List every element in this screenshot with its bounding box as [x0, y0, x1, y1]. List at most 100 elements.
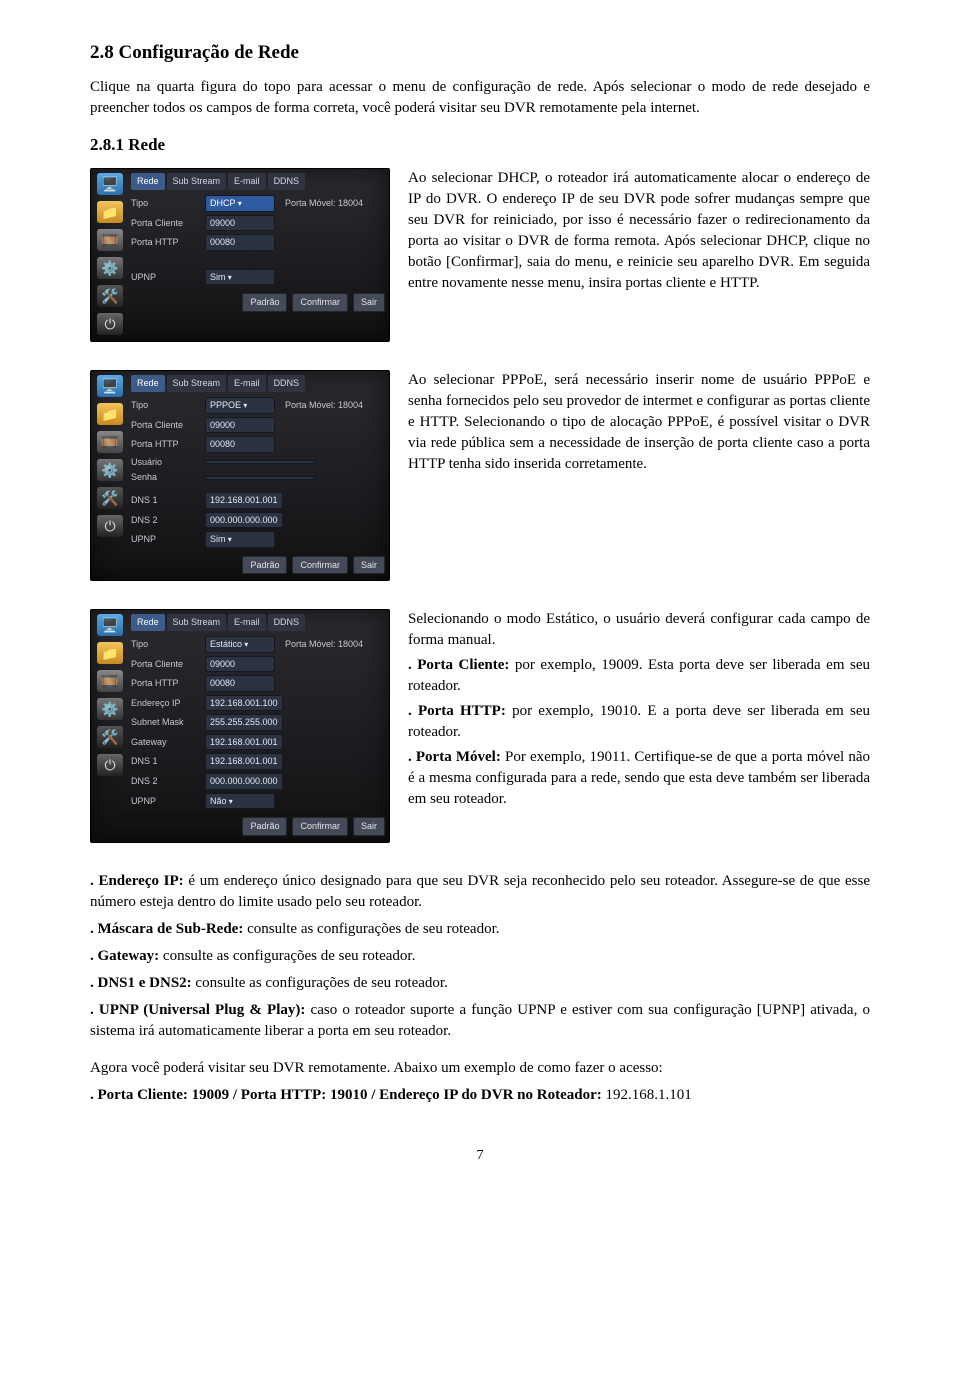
btn-padrao[interactable]: Padrão [242, 293, 287, 312]
input-porta-cliente[interactable]: 09000 [205, 417, 275, 434]
tab-substream[interactable]: Sub Stream [167, 375, 227, 392]
tab-substream[interactable]: Sub Stream [167, 614, 227, 631]
folder-icon: 📁 [97, 403, 123, 425]
screenshot-static: 🖥️ 📁 🎞️ ⚙️ 🛠️ ⏻ Rede Sub Stream E-mail D… [90, 609, 390, 843]
txt-mascara: consulte as configurações de seu roteado… [243, 921, 499, 937]
tools-icon: 🛠️ [97, 726, 123, 748]
gear-icon: ⚙️ [97, 257, 123, 279]
select-upnp[interactable]: Não [205, 793, 275, 810]
screenshot-pppoe: 🖥️ 📁 🎞️ ⚙️ 🛠️ ⏻ Rede Sub Stream E-mail D… [90, 370, 390, 581]
input-dns2[interactable]: 000.000.000.000 [205, 512, 283, 529]
monitor-icon: 🖥️ [97, 614, 123, 636]
subsection-title: 2.8.1 Rede [90, 133, 870, 157]
input-senha[interactable] [205, 476, 315, 480]
btn-padrao[interactable]: Padrão [242, 817, 287, 836]
monitor-icon: 🖥️ [97, 173, 123, 195]
gear-icon: ⚙️ [97, 698, 123, 720]
lbl-porta-cliente: . Porta Cliente: [408, 657, 509, 673]
access-intro: Agora você poderá visitar seu DVR remota… [90, 1058, 870, 1079]
label-porta-movel: Porta Móvel: 18004 [285, 638, 363, 651]
static-porta-movel: . Porta Móvel: Por exemplo, 19011. Certi… [408, 747, 870, 810]
input-porta-cliente[interactable]: 09000 [205, 656, 275, 673]
tools-icon: 🛠️ [97, 487, 123, 509]
para-upnp: . UPNP (Universal Plug & Play): caso o r… [90, 1000, 870, 1042]
tab-ddns[interactable]: DDNS [268, 173, 306, 190]
select-tipo[interactable]: Estático [205, 636, 275, 653]
lbl-gateway: . Gateway: [90, 948, 159, 964]
label-upnp: UPNP [131, 271, 199, 284]
static-porta-http: . Porta HTTP: por exemplo, 19010. E a po… [408, 701, 870, 743]
access-example-lbl: . Porta Cliente: 19009 / Porta HTTP: 190… [90, 1087, 602, 1103]
btn-padrao[interactable]: Padrão [242, 556, 287, 575]
btn-confirmar[interactable]: Confirmar [292, 817, 348, 836]
btn-confirmar[interactable]: Confirmar [292, 293, 348, 312]
power-icon: ⏻ [97, 313, 123, 335]
input-subnet[interactable]: 255.255.255.000 [205, 714, 283, 731]
reel-icon: 🎞️ [97, 229, 123, 251]
input-dns2[interactable]: 000.000.000.000 [205, 773, 283, 790]
label-porta-cliente: Porta Cliente [131, 658, 199, 671]
label-dns1: DNS 1 [131, 494, 199, 507]
label-senha: Senha [131, 471, 199, 484]
select-upnp[interactable]: Sim [205, 269, 275, 286]
gear-icon: ⚙️ [97, 459, 123, 481]
tab-email[interactable]: E-mail [228, 375, 266, 392]
btn-sair[interactable]: Sair [353, 556, 385, 575]
input-porta-cliente[interactable]: 09000 [205, 215, 275, 232]
tab-rede[interactable]: Rede [131, 614, 165, 631]
power-icon: ⏻ [97, 754, 123, 776]
sidebar-icons: 🖥️ 📁 🎞️ ⚙️ 🛠️ ⏻ [95, 614, 125, 836]
section-title: 2.8 Configuração de Rede [90, 40, 870, 67]
input-dns1[interactable]: 192.168.001.001 [205, 753, 283, 770]
label-upnp: UPNP [131, 795, 199, 808]
label-usuario: Usuário [131, 456, 199, 469]
block-static: 🖥️ 📁 🎞️ ⚙️ 🛠️ ⏻ Rede Sub Stream E-mail D… [90, 609, 870, 843]
select-tipo[interactable]: DHCP [205, 195, 275, 212]
tab-email[interactable]: E-mail [228, 614, 266, 631]
para-dns: . DNS1 e DNS2: consulte as configurações… [90, 973, 870, 994]
input-porta-http[interactable]: 00080 [205, 436, 275, 453]
label-porta-movel: Porta Móvel: 18004 [285, 197, 363, 210]
screenshot-dhcp: 🖥️ 📁 🎞️ ⚙️ 🛠️ ⏻ Rede Sub Stream E-mail D… [90, 168, 390, 342]
tab-ddns[interactable]: DDNS [268, 375, 306, 392]
tab-ddns[interactable]: DDNS [268, 614, 306, 631]
lbl-dns: . DNS1 e DNS2: [90, 975, 192, 991]
btn-sair[interactable]: Sair [353, 817, 385, 836]
btn-confirmar[interactable]: Confirmar [292, 556, 348, 575]
tab-email[interactable]: E-mail [228, 173, 266, 190]
input-dns1[interactable]: 192.168.001.001 [205, 492, 283, 509]
label-tipo: Tipo [131, 638, 199, 651]
tab-rede[interactable]: Rede [131, 375, 165, 392]
lbl-mascara: . Máscara de Sub-Rede: [90, 921, 243, 937]
section-intro: Clique na quarta figura do topo para ace… [90, 77, 870, 119]
input-gateway[interactable]: 192.168.001.001 [205, 734, 283, 751]
input-usuario[interactable] [205, 460, 315, 464]
label-porta-http: Porta HTTP [131, 438, 199, 451]
btn-sair[interactable]: Sair [353, 293, 385, 312]
desc-pppoe: Ao selecionar PPPoE, será necessário ins… [408, 370, 870, 475]
lbl-endereco-ip: . Endereço IP: [90, 873, 184, 889]
folder-icon: 📁 [97, 642, 123, 664]
folder-icon: 📁 [97, 201, 123, 223]
input-porta-http[interactable]: 00080 [205, 675, 275, 692]
label-porta-http: Porta HTTP [131, 236, 199, 249]
static-intro: Selecionando o modo Estático, o usuário … [408, 609, 870, 651]
label-upnp: UPNP [131, 533, 199, 546]
para-endereco-ip: . Endereço IP: é um endereço único desig… [90, 871, 870, 913]
label-subnet: Subnet Mask [131, 716, 199, 729]
input-endereco-ip[interactable]: 192.168.001.100 [205, 695, 283, 712]
tab-substream[interactable]: Sub Stream [167, 173, 227, 190]
label-dns2: DNS 2 [131, 775, 199, 788]
access-example-val: 192.168.1.101 [602, 1087, 692, 1103]
input-porta-http[interactable]: 00080 [205, 234, 275, 251]
block-dhcp: 🖥️ 📁 🎞️ ⚙️ 🛠️ ⏻ Rede Sub Stream E-mail D… [90, 168, 870, 342]
reel-icon: 🎞️ [97, 431, 123, 453]
lbl-porta-movel: . Porta Móvel: [408, 749, 501, 765]
select-tipo[interactable]: PPPOE [205, 397, 275, 414]
select-upnp[interactable]: Sim [205, 531, 275, 548]
lbl-upnp: . UPNP (Universal Plug & Play): [90, 1002, 305, 1018]
label-porta-movel: Porta Móvel: 18004 [285, 399, 363, 412]
para-gateway: . Gateway: consulte as configurações de … [90, 946, 870, 967]
txt-dns: consulte as configurações de seu roteado… [192, 975, 448, 991]
tab-rede[interactable]: Rede [131, 173, 165, 190]
